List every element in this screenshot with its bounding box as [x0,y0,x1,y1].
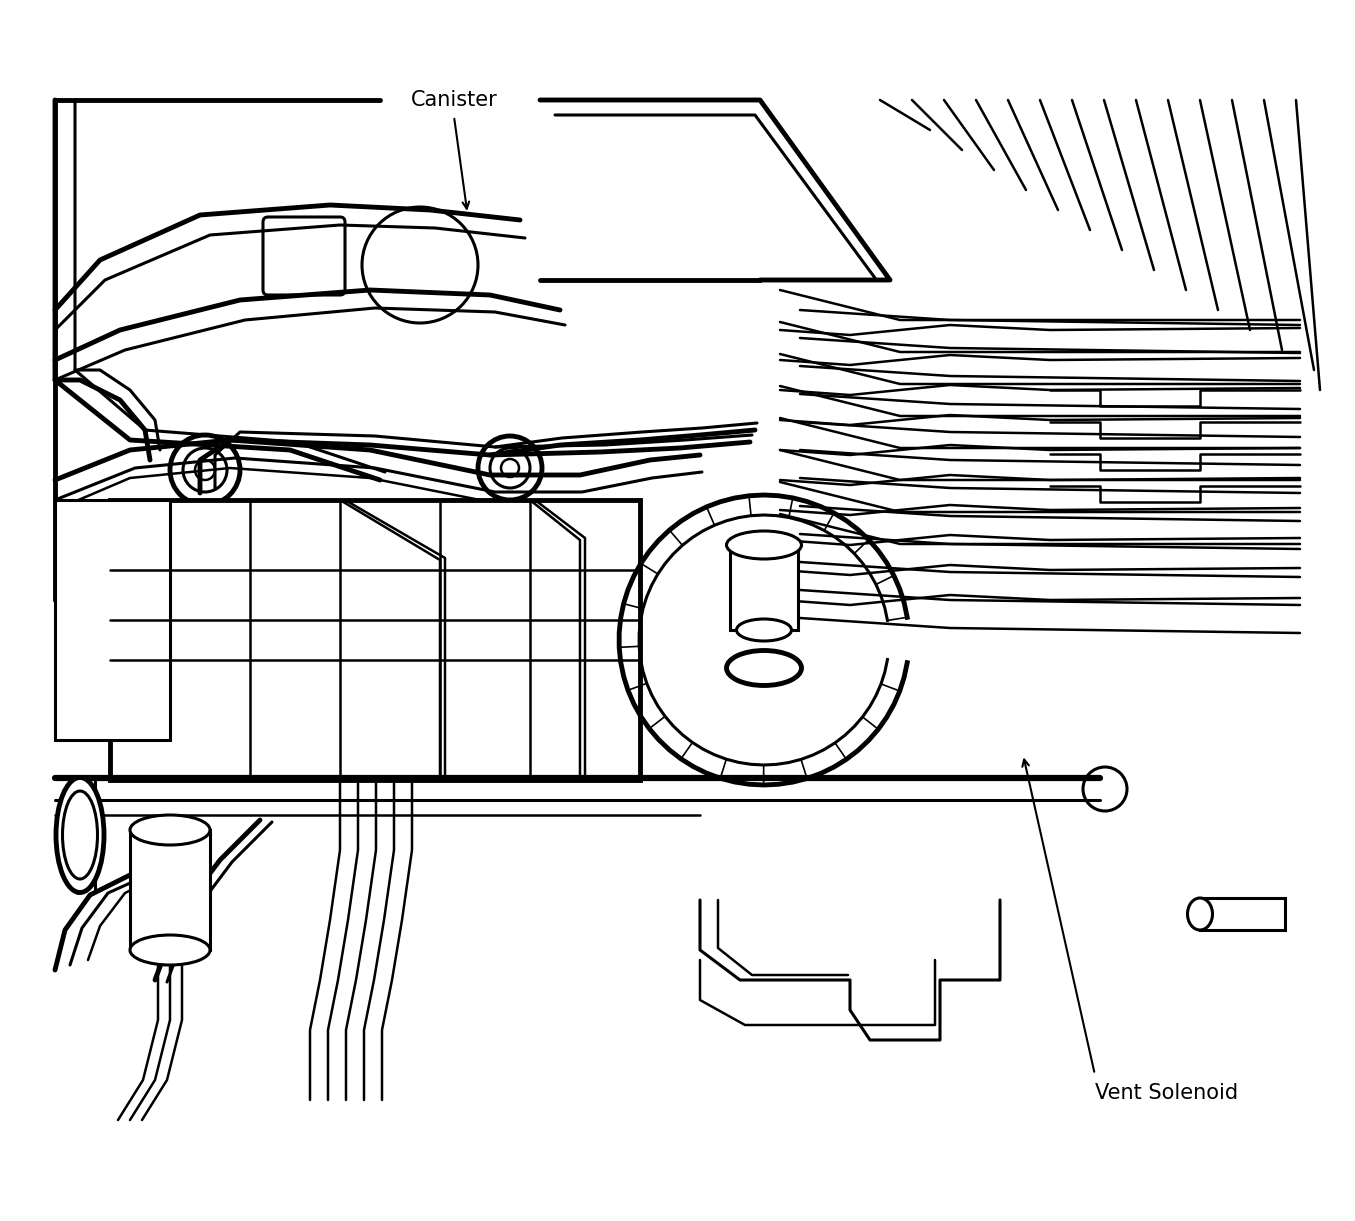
Circle shape [478,436,542,501]
Bar [110,501,640,780]
Bar [730,545,798,630]
FancyBboxPatch shape [263,217,346,295]
Ellipse shape [130,814,210,845]
Ellipse shape [130,935,210,965]
Circle shape [501,459,519,477]
Circle shape [362,208,478,324]
Ellipse shape [56,778,104,893]
Bar [130,830,210,950]
Ellipse shape [1187,897,1213,930]
Circle shape [1083,767,1127,811]
Bar [56,501,169,740]
Circle shape [491,448,530,488]
Circle shape [183,448,228,492]
Ellipse shape [726,531,802,559]
Ellipse shape [737,619,791,641]
Circle shape [169,435,240,505]
Ellipse shape [726,651,802,685]
Text: Vent Solenoid: Vent Solenoid [1095,1083,1238,1103]
Ellipse shape [62,791,98,879]
Bar [1201,897,1285,930]
Circle shape [195,460,215,480]
Text: Canister: Canister [411,90,497,110]
